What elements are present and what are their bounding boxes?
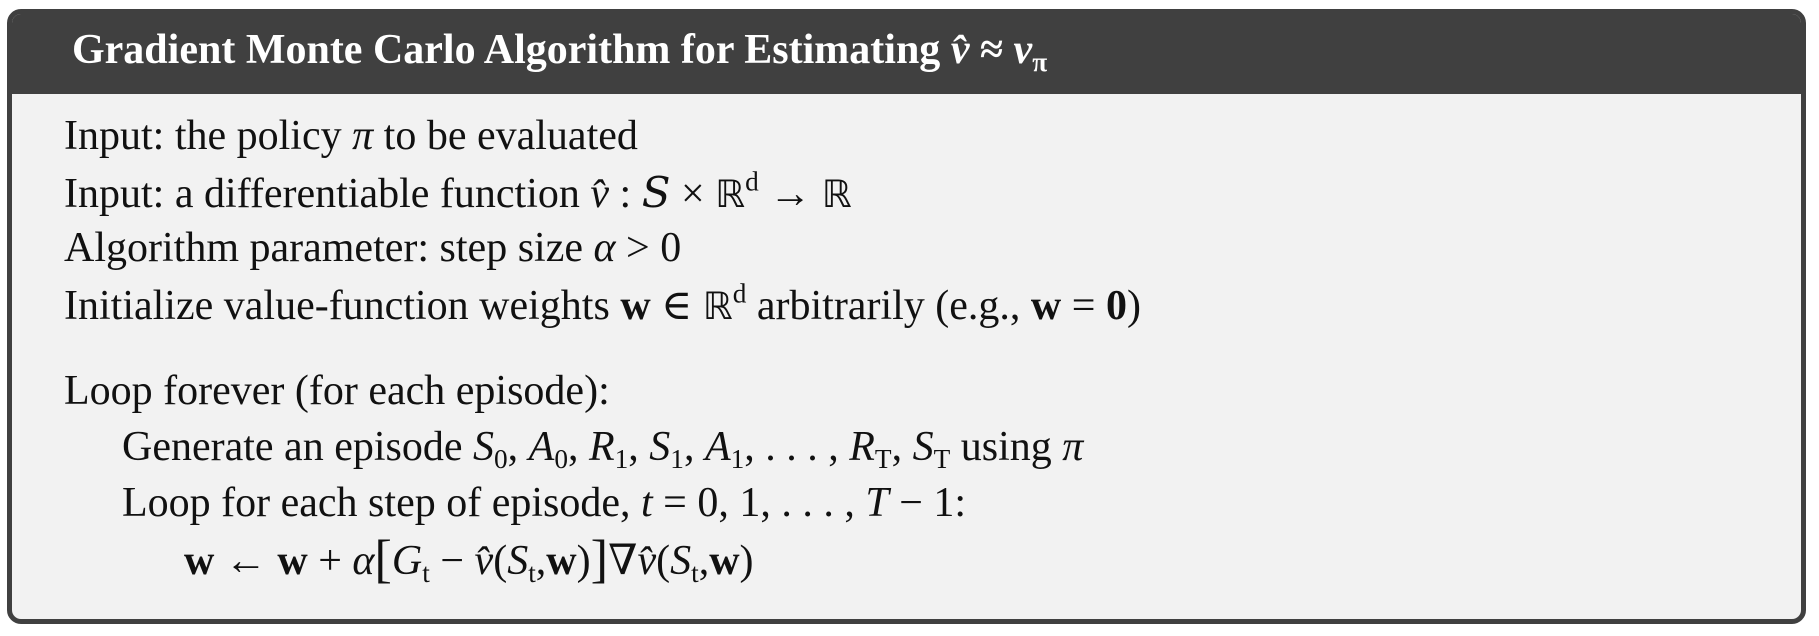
text-segment: ∈ xyxy=(650,283,703,329)
text-segment: , xyxy=(628,424,650,470)
algorithm-line: Loop for each step of episode, t = 0, 1,… xyxy=(122,479,966,527)
text-segment: → xyxy=(758,171,822,217)
text-segment: Generate an episode xyxy=(122,424,473,470)
math-symbol: S xyxy=(670,538,692,584)
text-segment: , xyxy=(567,424,589,470)
text-segment: ← xyxy=(214,538,278,584)
math-symbol: ] xyxy=(590,530,609,589)
supscript: d xyxy=(745,166,759,197)
subscript: 1 xyxy=(670,444,684,475)
math-symbol: π xyxy=(352,113,374,159)
text-segment: ) xyxy=(576,538,591,584)
algorithm-line: Algorithm parameter: step size α > 0 xyxy=(64,224,681,272)
algorithm-title: Gradient Monte Carlo Algorithm for Estim… xyxy=(72,26,1048,78)
text-segment: to be evaluated xyxy=(373,113,638,159)
math-symbol: R xyxy=(849,424,875,470)
algorithm-line: Input: the policy π to be evaluated xyxy=(64,112,638,160)
subscript: π xyxy=(1032,47,1048,78)
math-symbol: v̂ xyxy=(950,27,970,73)
text-segment: = xyxy=(1061,283,1106,329)
algorithm-line: Initialize value-function weights w ∈ ℝd… xyxy=(64,280,1141,330)
text-segment: Input: a differentiable function xyxy=(64,171,591,217)
text-segment: , xyxy=(891,424,913,470)
math-symbol: w xyxy=(184,538,215,584)
math-symbol: t xyxy=(641,480,653,526)
subscript: 1 xyxy=(614,444,629,475)
math-symbol: A xyxy=(704,424,731,470)
math-symbol: ℝ xyxy=(821,172,852,216)
subscript: t xyxy=(691,558,699,589)
text-segment: ≈ xyxy=(969,27,1014,73)
math-symbol: [ xyxy=(374,530,392,589)
math-symbol: ℝ xyxy=(715,172,746,216)
algorithm-header: Gradient Monte Carlo Algorithm for Estim… xyxy=(12,14,1801,94)
text-segment: ) xyxy=(1126,283,1141,329)
subscript: T xyxy=(874,444,892,475)
math-symbol: π xyxy=(1062,424,1084,470)
text-segment: : xyxy=(609,171,642,217)
text-segment: + xyxy=(307,538,353,584)
algorithm-line: Input: a differentiable function v̂ : S … xyxy=(64,168,852,218)
text-segment: ( xyxy=(656,538,671,584)
text-segment: , xyxy=(535,538,547,584)
text-segment: Gradient Monte Carlo Algorithm for Estim… xyxy=(72,27,951,73)
math-symbol: S xyxy=(641,168,671,217)
math-symbol: S xyxy=(649,424,671,470)
math-symbol: α xyxy=(352,538,375,584)
math-symbol: R xyxy=(588,424,615,470)
math-symbol: 0 xyxy=(1105,283,1127,329)
algorithm-line: Generate an episode S0, A0, R1, S1, A1, … xyxy=(122,423,1084,475)
math-symbol: A xyxy=(528,424,555,470)
subscript: 0 xyxy=(494,444,508,475)
math-symbol: S xyxy=(912,424,934,470)
math-symbol: w xyxy=(546,538,577,584)
subscript: t xyxy=(422,558,430,589)
text-segment: Loop for each step of episode, xyxy=(122,480,641,526)
math-symbol: S xyxy=(507,538,529,584)
text-segment: = 0, 1, . . . , xyxy=(652,480,866,526)
math-symbol: w xyxy=(1030,283,1062,329)
text-segment: , . . . , xyxy=(744,424,850,470)
text-segment: − 1: xyxy=(888,480,967,526)
text-segment: ∇ xyxy=(608,538,638,584)
text-segment: × xyxy=(670,171,716,217)
math-symbol: v̂ xyxy=(474,538,494,584)
subscript: 1 xyxy=(730,444,745,475)
text-segment: arbitrarily (e.g., xyxy=(746,283,1031,329)
math-symbol: w xyxy=(709,538,740,584)
text-segment: , xyxy=(507,424,529,470)
text-segment: Input: the policy xyxy=(64,113,353,159)
math-symbol: α xyxy=(593,225,616,271)
algorithm-line: w ← w + α[Gt − v̂(St,w)]∇v̂(St,w) xyxy=(184,533,754,589)
math-symbol: w xyxy=(620,283,651,329)
math-symbol: ℝ xyxy=(702,284,733,328)
algorithm-box: Gradient Monte Carlo Algorithm for Estim… xyxy=(7,9,1806,624)
text-segment: ) xyxy=(739,538,754,584)
text-segment: , xyxy=(683,424,705,470)
subscript: 0 xyxy=(554,444,568,475)
math-symbol: S xyxy=(473,424,494,470)
text-segment: Algorithm parameter: step size xyxy=(64,225,594,271)
math-symbol: v xyxy=(1013,27,1033,73)
text-segment: using xyxy=(950,424,1063,470)
math-symbol: v̂ xyxy=(590,171,610,217)
math-symbol: T xyxy=(865,480,889,526)
text-segment: Initialize value-function weights xyxy=(64,283,621,329)
supscript: d xyxy=(732,278,747,309)
text-segment: − xyxy=(429,538,475,584)
text-segment: ( xyxy=(493,538,508,584)
math-symbol: G xyxy=(391,538,423,584)
algorithm-line: Loop forever (for each episode): xyxy=(64,367,610,415)
text-segment: > 0 xyxy=(615,225,682,271)
subscript: t xyxy=(528,558,536,589)
text-segment: , xyxy=(698,538,710,584)
math-symbol: v̂ xyxy=(637,538,657,584)
math-symbol: w xyxy=(277,538,308,584)
text-segment: Loop forever (for each episode): xyxy=(64,368,610,414)
subscript: T xyxy=(933,444,951,475)
